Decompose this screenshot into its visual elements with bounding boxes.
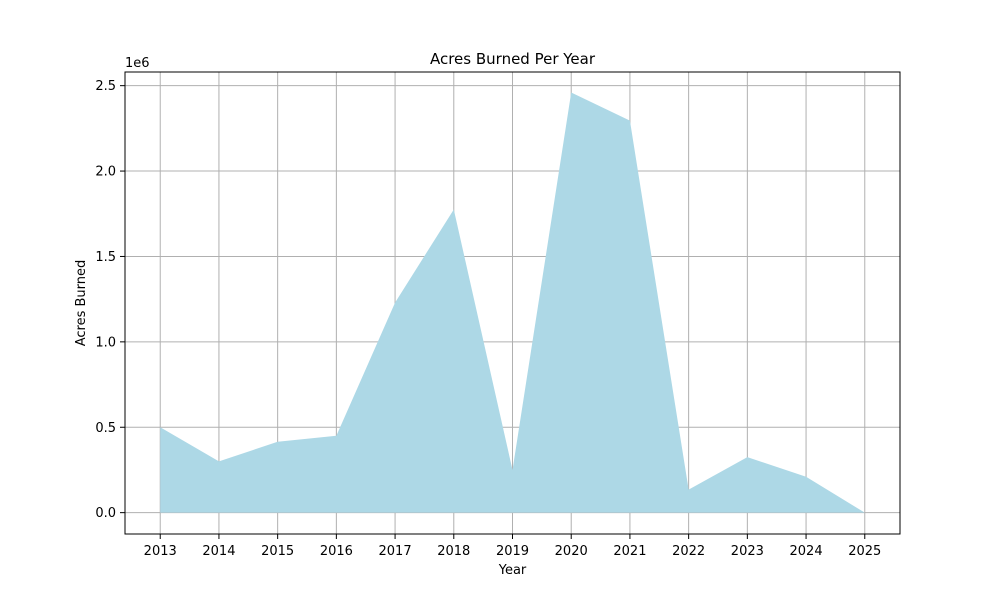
axis-ticks: 2013 2014 2015 2016 2017 2018 2019 2020 2021 2022…: [95, 79, 881, 559]
x-tick-label: 2024: [790, 544, 823, 559]
x-tick-label: 2018: [437, 544, 470, 559]
area-fill: [160, 92, 865, 513]
x-axis-label: Year: [498, 563, 527, 578]
x-tick-label: 2015: [261, 544, 294, 559]
area-series: [160, 92, 865, 513]
y-tick-label: 2.5: [95, 79, 116, 94]
x-tick-label: 2025: [848, 544, 881, 559]
x-tick-label: 2013: [144, 544, 177, 559]
x-tick-label: 2017: [379, 544, 412, 559]
x-tick-label: 2019: [496, 544, 529, 559]
y-tick-label: 1.0: [95, 335, 116, 350]
y-axis-label: Acres Burned: [74, 260, 89, 347]
chart-title: Acres Burned Per Year: [430, 50, 596, 68]
x-tick-label: 2022: [672, 544, 705, 559]
y-offset-label: 1e6: [125, 56, 150, 71]
x-tick-label: 2023: [731, 544, 764, 559]
y-tick-label: 2.0: [95, 165, 116, 180]
plot-frame: [124, 71, 901, 535]
y-tick-label: 0.5: [95, 421, 116, 436]
y-tick-label: 0.0: [95, 506, 116, 521]
x-tick-label: 2014: [202, 544, 235, 559]
y-tick-label: 1.5: [95, 250, 116, 265]
x-tick-label: 2020: [555, 544, 588, 559]
x-tick-label: 2021: [613, 544, 646, 559]
x-tick-label: 2016: [320, 544, 353, 559]
